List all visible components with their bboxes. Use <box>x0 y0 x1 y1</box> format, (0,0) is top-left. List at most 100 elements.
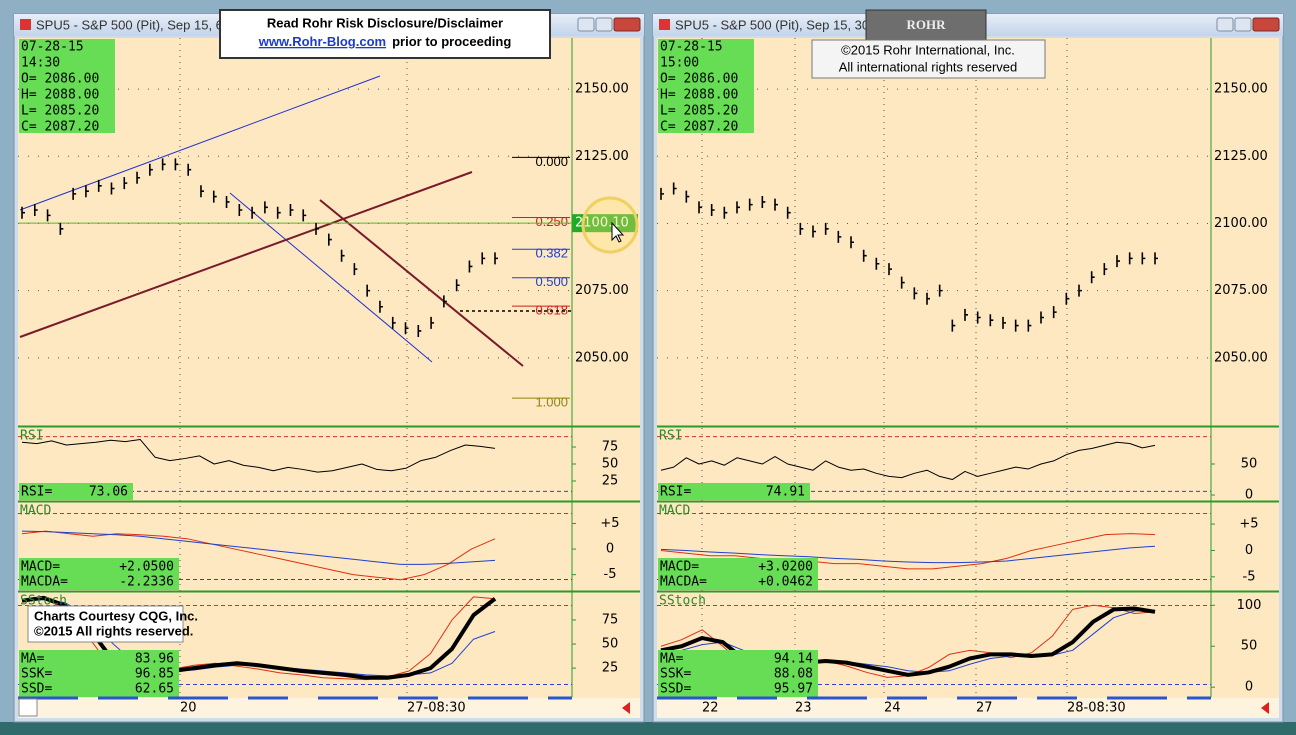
y-tick-label: 100 <box>1237 598 1262 613</box>
ohlc-line: O= 2086.00 <box>21 72 99 87</box>
close-button[interactable] <box>1252 17 1280 32</box>
x-tick-label: 23 <box>795 701 812 716</box>
y-tick-label: -5 <box>1243 569 1256 584</box>
ohlc-line: C= 2087.20 <box>21 120 99 135</box>
readout-value: 83.96 <box>135 652 174 667</box>
y-tick-label: +5 <box>600 516 619 531</box>
minimize-button[interactable] <box>577 17 595 32</box>
readout-label: SSK= <box>21 667 52 682</box>
price-bar <box>938 284 943 297</box>
ohlc-line: H= 2088.00 <box>660 88 738 103</box>
price-bar <box>276 206 281 219</box>
corner-box <box>18 698 38 717</box>
maximize-button[interactable] <box>1234 17 1252 32</box>
price-bar <box>989 314 994 327</box>
price-bar <box>736 201 740 214</box>
mouse-cursor <box>611 221 625 243</box>
readout-label: SSD= <box>21 682 52 697</box>
x-tick-label: 27-08:30 <box>407 701 466 716</box>
logo: ROHR <box>907 17 947 32</box>
trend-line <box>319 199 524 367</box>
stoch-line <box>21 595 497 680</box>
credit-line: Charts Courtesy CQG, Inc. <box>34 608 198 623</box>
price-bar <box>913 287 918 300</box>
price-bar <box>391 316 396 329</box>
y-tick-label: 0 <box>606 542 614 557</box>
y-tick-label: 0 <box>1245 543 1253 558</box>
x-tick-label: 20 <box>180 701 197 716</box>
panel-title: RSI <box>20 429 43 444</box>
maximize-button[interactable] <box>595 17 613 32</box>
readout-label: MACDA= <box>660 575 707 590</box>
price-bar <box>430 316 435 329</box>
price-bar <box>951 319 956 332</box>
window-title: SPU5 - S&P 500 (Pit), Sep 15, 60 Min <box>36 17 255 32</box>
close-button[interactable] <box>613 17 641 32</box>
price-bar <box>21 206 25 219</box>
readout-label: MACD= <box>21 560 60 575</box>
price-bar <box>1014 319 1019 332</box>
price-bar <box>1027 319 1032 332</box>
price-bar <box>710 204 715 216</box>
price-bar <box>824 222 829 235</box>
chart-area <box>18 38 640 718</box>
ohlc-box <box>658 39 754 133</box>
price-bar <box>786 206 791 219</box>
minimize-button[interactable] <box>1216 17 1234 32</box>
price-bar <box>812 225 816 238</box>
price-bar <box>1052 306 1057 319</box>
price-bar <box>174 158 179 171</box>
x-tick-label: 28-08:30 <box>1067 701 1126 716</box>
y-tick-label: -5 <box>604 567 617 582</box>
price-bar <box>875 257 880 270</box>
blog-link[interactable]: www.Rohr-Blog.com <box>258 34 386 49</box>
x-axis-strip <box>18 698 640 718</box>
x-axis-strip <box>657 698 1279 718</box>
scroll-arrow[interactable] <box>622 702 630 714</box>
panel-title: SStoch <box>20 594 67 609</box>
price-bar <box>161 158 166 171</box>
y-tick-label: 50 <box>1241 457 1258 472</box>
fib-label: 0.618 <box>535 303 568 318</box>
price-bar <box>443 295 447 308</box>
price-bar <box>238 204 243 216</box>
readout-box <box>658 483 810 500</box>
price-bar <box>123 177 128 190</box>
copyright-line: All international rights reserved <box>839 59 1017 74</box>
readout-box <box>19 558 179 590</box>
credit-line: ©2015 All rights reserved. <box>34 623 193 638</box>
price-bar <box>85 185 89 198</box>
readout-value: +3.0200 <box>758 560 813 575</box>
price-bar <box>1154 252 1158 265</box>
ohlc-line: 07-28-15 <box>660 40 723 55</box>
price-bar <box>748 198 753 211</box>
price-bar <box>1065 292 1070 305</box>
rsi-line <box>21 439 496 473</box>
price-bar <box>672 182 677 195</box>
readout-value: +2.0500 <box>119 560 174 575</box>
price-bar <box>302 209 307 222</box>
ohlc-line: 14:30 <box>21 56 60 71</box>
price-bar <box>251 206 256 219</box>
readout-value: 88.08 <box>774 667 813 682</box>
readout-value: 94.14 <box>774 652 813 667</box>
readout-label: RSI= <box>660 485 691 500</box>
price-bar <box>837 230 842 243</box>
y-tick-label: 75 <box>602 440 619 455</box>
price-bar <box>212 190 217 203</box>
price-bar <box>1002 316 1006 329</box>
panel-title: RSI <box>659 429 682 444</box>
y-tick-label: 25 <box>602 661 619 676</box>
price-bar <box>976 311 981 324</box>
price-bar <box>353 263 358 276</box>
price-bar <box>264 201 268 214</box>
scroll-arrow[interactable] <box>1261 702 1269 714</box>
ohlc-box <box>19 39 115 133</box>
cursor-highlight <box>581 196 639 254</box>
panel-title: MACD <box>20 504 51 519</box>
price-bar <box>404 322 409 335</box>
readout-label: SSD= <box>660 682 691 697</box>
readout-box <box>19 483 133 500</box>
price-bar <box>1040 311 1044 324</box>
